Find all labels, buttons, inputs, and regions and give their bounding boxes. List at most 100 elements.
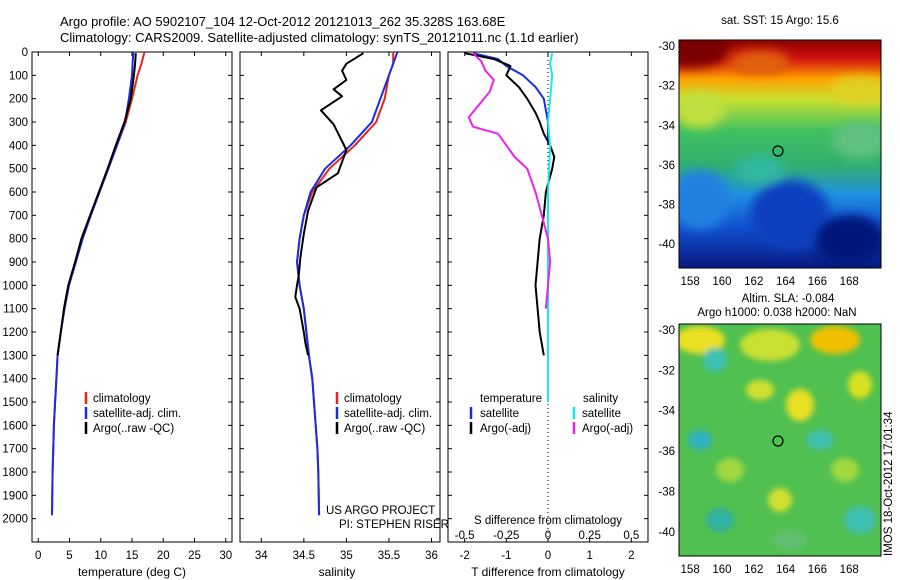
map2-blob <box>679 326 725 354</box>
map2-blob <box>806 430 834 450</box>
legend-label: satellite <box>480 408 519 420</box>
top-x-tick-label: 0.5 <box>623 530 639 542</box>
map1-image <box>679 40 881 268</box>
panel2-xlabel: salinity <box>319 565 356 579</box>
panel1-legend: climatology satellite-adj. clim. Argo(..… <box>84 392 181 435</box>
map2-blob <box>768 488 792 512</box>
map-y-tick-label: -30 <box>658 325 675 337</box>
map2-blob <box>706 508 734 532</box>
series-line <box>467 52 552 309</box>
map2-frame <box>678 323 882 557</box>
x-tick-label: -1 <box>501 550 511 562</box>
x-tick-label: 35 <box>340 550 353 562</box>
x-tick-label: 35.5 <box>378 550 400 562</box>
map2-blob <box>716 458 744 482</box>
panel1-axes <box>31 51 233 543</box>
map2-blob <box>772 530 808 550</box>
series-line <box>296 51 399 516</box>
y-tick-label: 1000 <box>2 280 28 292</box>
legend-label: satellite <box>582 408 621 420</box>
map2-blob <box>831 458 859 482</box>
map-x-tick-label: 162 <box>744 276 763 288</box>
map1-blob <box>679 170 730 230</box>
legend-title-temperature: temperature <box>480 393 542 405</box>
map1-blob <box>750 180 830 250</box>
y-tick-label: 1900 <box>2 490 28 502</box>
x-tick-label: 0 <box>35 550 41 562</box>
panel1-xlabel: temperature (deg C) <box>78 565 186 579</box>
legend-label: Argo(..raw -QC) <box>93 423 174 435</box>
map2-blob <box>810 326 860 354</box>
x-tick-label: 0 <box>545 550 551 562</box>
series-line <box>51 51 135 516</box>
legend-title-salinity: salinity <box>583 393 618 405</box>
series-line <box>296 52 395 516</box>
header-line1: Argo profile: AO 5902107_104 12-Oct-2012… <box>60 14 506 29</box>
x-tick-label: 5 <box>66 550 72 562</box>
map-x-tick-label: 168 <box>840 276 859 288</box>
map1-blob <box>735 156 785 184</box>
series-line <box>547 53 554 402</box>
map1-title: sat. SST: 15 Argo: 15.6 <box>721 15 839 27</box>
y-tick-label: 2000 <box>2 514 28 526</box>
x-tick-label: 25 <box>188 550 201 562</box>
y-tick-label: 1400 <box>2 374 28 386</box>
map2-blob <box>786 389 814 421</box>
map2-blob <box>848 371 872 399</box>
map1-blob <box>679 40 730 68</box>
x-tick-label: 36 <box>425 550 438 562</box>
y-tick-label: 1500 <box>2 397 28 409</box>
map-x-tick-label: 166 <box>808 564 827 576</box>
x-tick-label: 34.5 <box>293 550 315 562</box>
series-line <box>56 53 137 356</box>
map1-blob <box>832 122 881 158</box>
map-y-tick-label: -34 <box>658 120 675 132</box>
x-tick-label: 10 <box>94 550 107 562</box>
legend-label: satellite-adj. clim. <box>93 408 181 420</box>
y-tick-label: 600 <box>9 187 28 199</box>
map2-blob <box>703 348 727 372</box>
map1-blob <box>830 76 881 104</box>
map-y-tick-label: -32 <box>658 365 675 377</box>
top-x-tick-label: -0.5 <box>455 530 475 542</box>
panel3-legend: temperature salinity satellite Argo(-adj… <box>469 393 633 435</box>
lines-layer <box>51 51 556 516</box>
map2-blob <box>844 506 876 534</box>
x-tick-label: 15 <box>126 550 139 562</box>
ticks-layer: 0100200300400500600700800900100011001200… <box>2 40 881 576</box>
x-tick-label: -2 <box>460 550 470 562</box>
y-tick-label: 400 <box>9 140 28 152</box>
top-x-tick-label: -0.25 <box>493 530 519 542</box>
map-y-tick-label: -40 <box>658 527 675 539</box>
y-tick-label: 700 <box>9 210 28 222</box>
panel2-legend: climatology satellite-adj. clim. Argo(..… <box>335 392 432 435</box>
y-tick-label: 500 <box>9 164 28 176</box>
map-x-tick-label: 168 <box>840 564 859 576</box>
panel3-xlabel: T difference from climatology <box>471 565 625 579</box>
map-x-tick-label: 166 <box>808 276 827 288</box>
map-y-tick-label: -40 <box>658 239 675 251</box>
x-tick-label: 34 <box>255 550 268 562</box>
map-y-tick-label: -32 <box>658 81 675 93</box>
top-x-tick-label: 0 <box>545 530 551 542</box>
map-y-tick-label: -36 <box>658 446 675 458</box>
map-x-tick-label: 158 <box>681 564 700 576</box>
map-x-tick-label: 162 <box>744 564 763 576</box>
legend-label: climatology <box>93 393 151 405</box>
legend-label: satellite-adj. clim. <box>344 408 432 420</box>
side-stamp: IMOS 18-Oct-2012 17:01:34 <box>883 411 895 556</box>
legend-label: Argo(-adj) <box>582 423 633 435</box>
y-tick-label: 100 <box>9 70 28 82</box>
credit-pi: PI: STEPHEN RISER <box>339 519 449 531</box>
map-y-tick-label: -36 <box>658 160 675 172</box>
map2-argo-marker <box>772 435 784 447</box>
series-line <box>464 52 556 356</box>
series-line <box>51 51 146 516</box>
y-tick-label: 200 <box>9 94 28 106</box>
map-y-tick-label: -38 <box>658 200 675 212</box>
map2-blob <box>688 430 712 450</box>
header-line2: Climatology: CARS2009. Satellite-adjuste… <box>60 30 579 45</box>
x-tick-label: 20 <box>157 550 170 562</box>
map1-argo-marker <box>772 145 784 157</box>
